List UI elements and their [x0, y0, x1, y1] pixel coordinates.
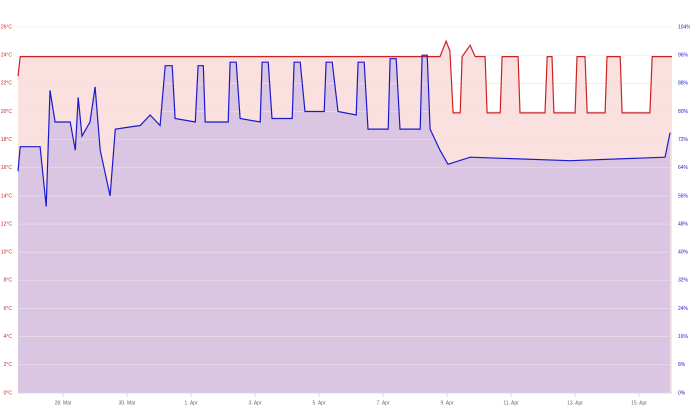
y2-tick-label: 56%: [678, 193, 689, 199]
y-tick-label: 10°C: [1, 250, 13, 256]
line: [17, 54, 671, 207]
x-tick-label: 5. Apr: [313, 400, 326, 406]
y-tick-label: 22°C: [1, 81, 13, 87]
y2-tick-label: 40%: [678, 250, 689, 256]
x-tick-label: 3. Apr: [249, 400, 262, 406]
y-tick-label: 0°C: [4, 390, 13, 396]
y2-tick-label: 64%: [678, 165, 689, 171]
x-tick-label: 30. Mar: [119, 400, 136, 406]
x-tick-label: 11. Apr: [503, 400, 519, 406]
x-tick-label: 15. Apr: [631, 400, 647, 406]
y2-tick-label: 96%: [678, 52, 689, 58]
y2-tick-label: 104%: [678, 24, 690, 30]
y-tick-label: 6°C: [4, 306, 13, 312]
line: [17, 39, 672, 114]
y-tick-label: 20°C: [1, 109, 13, 115]
y-tick-label: 2°C: [4, 362, 13, 368]
y-tick-label: 26°C: [1, 24, 13, 30]
y2-tick-label: 0%: [678, 390, 686, 396]
y2-tick-label: 24%: [678, 306, 689, 312]
y2-tick-label: 32%: [678, 278, 689, 284]
y-tick-label: 24°C: [1, 52, 13, 58]
y2-tick-label: 8%: [678, 362, 686, 368]
y2-tick-label: 16%: [678, 334, 689, 340]
y2-tick-label: 80%: [678, 109, 689, 115]
y-tick-label: 14°C: [1, 193, 13, 199]
y-tick-label: 16°C: [1, 165, 13, 171]
y-tick-label: 18°C: [1, 137, 13, 143]
y2-tick-label: 48%: [678, 221, 689, 227]
y-tick-label: 12°C: [1, 221, 13, 227]
y-tick-label: 4°C: [4, 334, 13, 340]
x-tick-label: 9. Apr: [441, 400, 454, 406]
y2-tick-label: 88%: [678, 81, 689, 87]
y-tick-label: 8°C: [4, 278, 13, 284]
x-tick-label: 28. Mar: [55, 400, 72, 406]
x-tick-label: 7. Apr: [377, 400, 390, 406]
x-tick-label: 1. Apr: [185, 400, 198, 406]
x-tick-label: 13. Apr: [567, 400, 583, 406]
y2-tick-label: 72%: [678, 137, 689, 143]
